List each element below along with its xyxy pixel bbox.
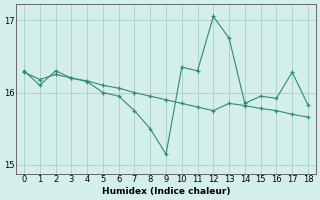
X-axis label: Humidex (Indice chaleur): Humidex (Indice chaleur): [102, 187, 230, 196]
